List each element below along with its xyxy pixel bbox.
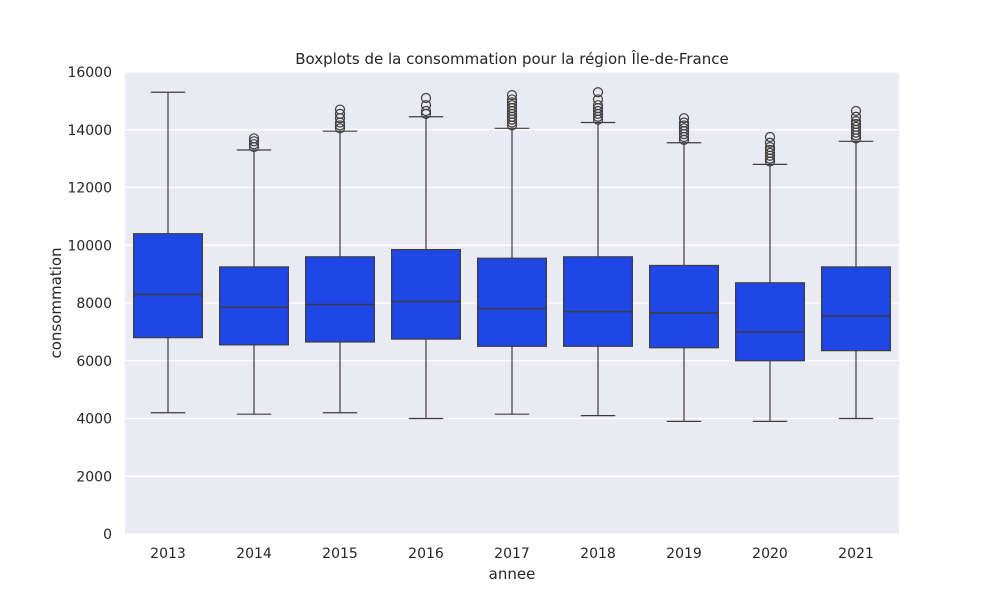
iqr-box xyxy=(133,233,204,339)
outlier-point xyxy=(764,141,776,153)
outlier-point xyxy=(506,100,518,111)
y-tick-label: 10000 xyxy=(67,238,112,254)
iqr-box xyxy=(562,256,633,347)
box-2019 xyxy=(648,113,719,422)
outlier-point xyxy=(592,100,604,111)
box-2016 xyxy=(391,92,462,420)
outlier-point xyxy=(764,147,776,158)
outlier-point xyxy=(248,133,260,144)
outlier-point xyxy=(850,111,862,122)
outlier-point xyxy=(678,113,690,124)
x-axis-label: annee xyxy=(489,565,536,583)
outlier-point xyxy=(592,87,604,98)
outlier-point xyxy=(678,117,690,128)
outlier-point xyxy=(334,123,346,134)
outlier-point xyxy=(764,137,776,148)
y-tick-label: 4000 xyxy=(76,412,112,428)
outlier-point xyxy=(334,104,346,115)
x-tick-label: 2021 xyxy=(838,546,874,562)
y-tick-label: 12000 xyxy=(67,181,112,197)
iqr-box xyxy=(305,256,376,343)
box-2018 xyxy=(562,87,633,417)
outlier-point xyxy=(850,121,862,132)
box-2013 xyxy=(133,91,204,414)
outlier-point xyxy=(506,94,518,105)
outlier-point xyxy=(334,108,346,119)
y-tick-label: 6000 xyxy=(76,354,112,370)
box-2014 xyxy=(219,133,290,415)
iqr-box xyxy=(477,257,548,347)
y-tick-label: 14000 xyxy=(67,123,112,139)
outlier-point xyxy=(248,139,260,150)
outlier-point xyxy=(420,105,432,117)
outlier-point xyxy=(420,100,432,111)
outlier-point xyxy=(850,105,862,117)
iqr-box xyxy=(219,266,290,346)
outlier-point xyxy=(420,92,432,104)
outlier-point xyxy=(592,94,604,105)
outlier-point xyxy=(764,144,776,156)
x-tick-label: 2020 xyxy=(752,546,788,562)
box-2015 xyxy=(305,104,376,414)
x-tick-label: 2017 xyxy=(494,546,530,562)
box-2020 xyxy=(734,131,805,422)
iqr-box xyxy=(391,248,462,340)
outlier-point xyxy=(506,89,518,101)
outlier-point xyxy=(850,118,862,130)
outlier-point xyxy=(678,123,690,134)
outlier-point xyxy=(678,120,690,131)
x-tick-labels: 2013 2014 2015 2016 2017 2018 2019 2020 2021 xyxy=(150,546,874,562)
iqr-box xyxy=(734,282,805,362)
x-tick-label: 2014 xyxy=(236,546,272,562)
box-2021 xyxy=(820,105,891,420)
y-tick-label: 16000 xyxy=(67,65,112,81)
x-tick-label: 2019 xyxy=(666,546,702,562)
y-tick-label: 2000 xyxy=(76,469,112,485)
y-axis-label: consommation xyxy=(47,247,65,358)
outlier-point xyxy=(334,120,346,131)
outlier-point xyxy=(764,131,776,143)
x-tick-label: 2018 xyxy=(580,546,616,562)
iqr-box xyxy=(820,266,891,352)
box-2017 xyxy=(477,89,548,415)
iqr-box xyxy=(648,264,719,349)
outlier-point xyxy=(592,105,604,117)
x-tick-label: 2015 xyxy=(322,546,358,562)
y-tick-label: 8000 xyxy=(76,296,112,312)
outlier-point xyxy=(506,97,518,108)
outlier-point xyxy=(850,115,862,127)
box-group xyxy=(133,87,891,422)
x-tick-label: 2016 xyxy=(408,546,444,562)
x-tick-label: 2013 xyxy=(150,546,186,562)
chart-title: Boxplots de la consommation pour la régi… xyxy=(295,49,728,68)
outlier-point xyxy=(248,136,260,147)
y-tick-label: 0 xyxy=(103,527,112,543)
y-tick-labels: 0 2000 4000 6000 8000 10000 12000 14000 16000 xyxy=(67,65,112,543)
